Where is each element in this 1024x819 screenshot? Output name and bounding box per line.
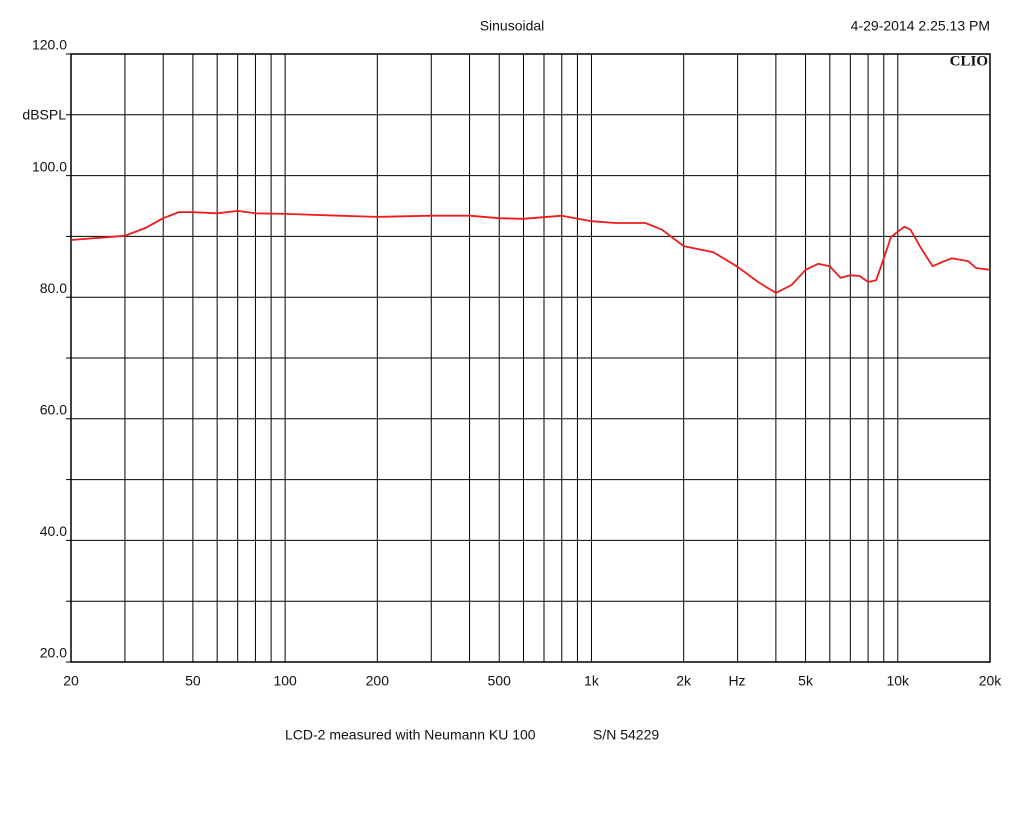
x-tick-label: 1k <box>584 673 600 689</box>
x-tick-label: 20 <box>63 673 79 689</box>
y-tick-label: 20.0 <box>40 645 67 661</box>
x-tick-label: 2k <box>676 673 692 689</box>
x-tick-label: 100 <box>273 673 297 689</box>
x-tick-label: 200 <box>366 673 390 689</box>
x-axis-label: Hz <box>728 673 745 689</box>
timestamp: 4-29-2014 2.25.13 PM <box>851 18 990 34</box>
chart-title: Sinusoidal <box>480 18 545 34</box>
y-tick-label: 80.0 <box>40 280 67 296</box>
x-tick-label: 10k <box>886 673 910 689</box>
x-tick-label: 500 <box>488 673 512 689</box>
x-tick-label: 20k <box>979 673 1003 689</box>
brand: CLIO <box>950 53 988 69</box>
y-tick-label: 60.0 <box>40 402 67 418</box>
plot-frame <box>70 53 991 663</box>
y-tick-label: 100.0 <box>32 158 67 174</box>
response-line <box>70 210 991 294</box>
caption: LCD-2 measured with Neumann KU 100 <box>285 727 536 743</box>
x-tick-label: 5k <box>798 673 814 689</box>
x-tick-label: 50 <box>185 673 201 689</box>
y-axis-label: dBSPL <box>22 107 66 123</box>
y-tick-label: 120.0 <box>32 37 67 53</box>
y-tick-label: 40.0 <box>40 523 67 539</box>
serial: S/N 54229 <box>593 727 659 743</box>
